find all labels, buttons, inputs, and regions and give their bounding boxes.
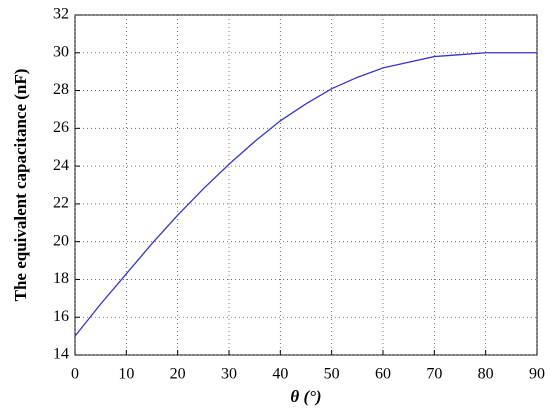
y-tick-label: 28	[53, 81, 69, 98]
data-line	[74, 52, 537, 337]
y-tick-label: 22	[53, 195, 69, 212]
x-axis-label: θ (°)	[290, 387, 321, 406]
x-tick-label: 20	[170, 366, 186, 383]
x-tick-label: 70	[426, 366, 442, 383]
y-tick-label: 30	[53, 43, 69, 60]
y-axis-label: The equivalent capacitance (nF)	[11, 69, 30, 302]
x-tick-label: 10	[118, 366, 134, 383]
plot-frame	[74, 14, 538, 356]
y-tick-label: 32	[53, 6, 69, 23]
x-tick-label: 40	[272, 366, 288, 383]
y-tick-label: 16	[53, 308, 69, 325]
y-tick-label: 26	[53, 119, 69, 136]
y-tick-label: 14	[53, 346, 69, 363]
x-tick-label: 50	[324, 366, 340, 383]
y-tick-label: 24	[53, 157, 69, 174]
x-tick-label: 0	[71, 366, 79, 383]
x-tick-label: 80	[478, 366, 494, 383]
y-tick-label: 20	[53, 232, 69, 249]
x-tick-label: 90	[529, 366, 545, 383]
y-tick-label: 18	[53, 270, 69, 287]
x-tick-label: 30	[221, 366, 237, 383]
x-tick-label: 60	[375, 366, 391, 383]
